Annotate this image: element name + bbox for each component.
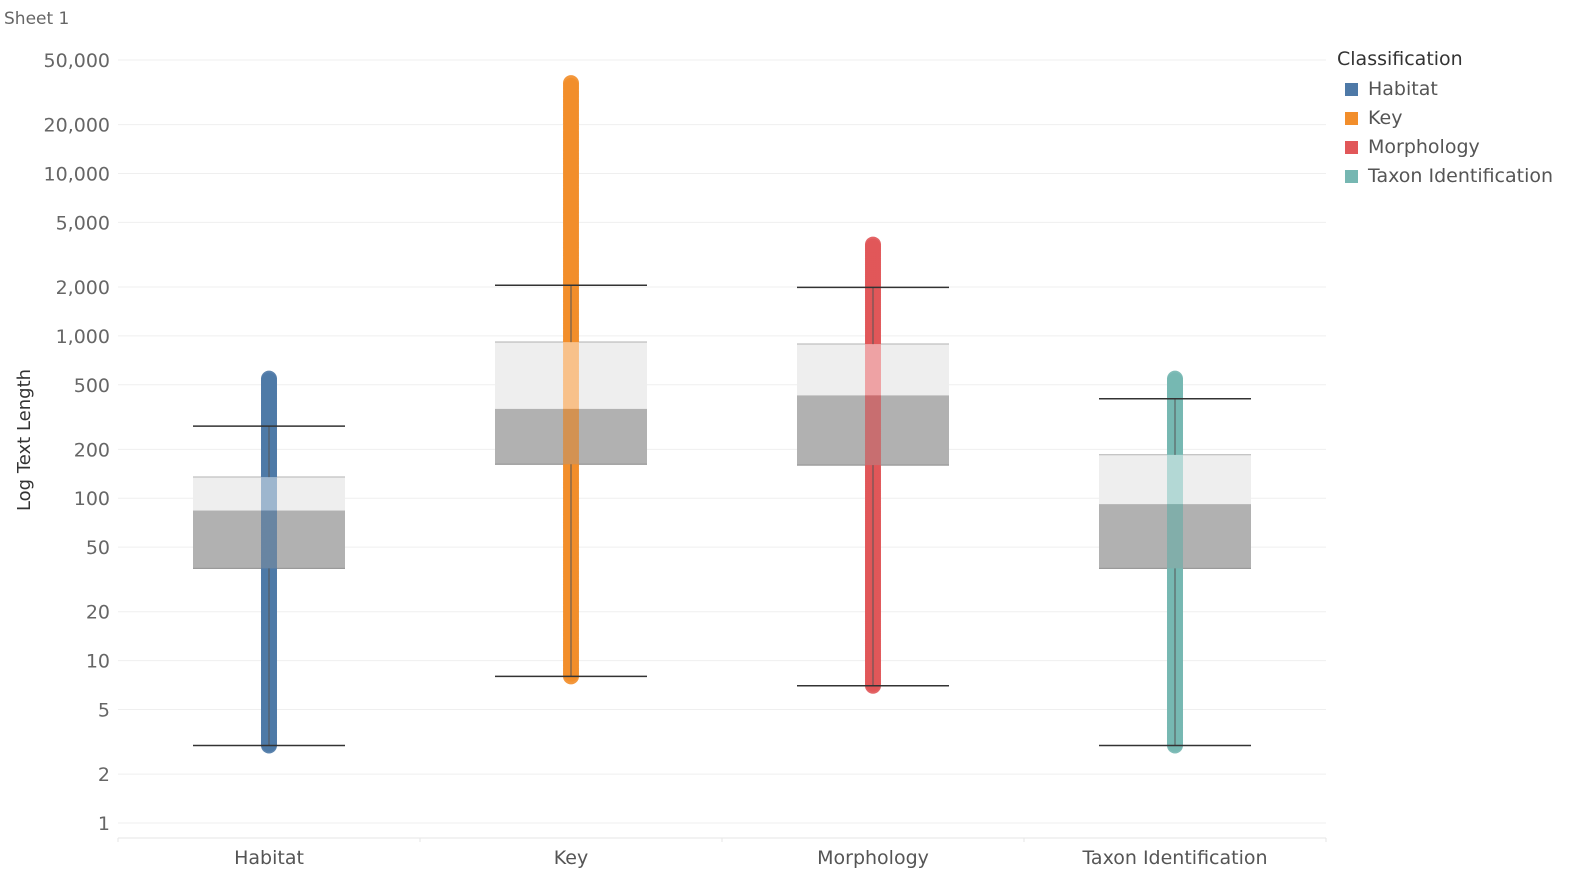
- legend-item-taxon-identification[interactable]: Taxon Identification: [1337, 162, 1553, 191]
- legend-label: Habitat: [1368, 78, 1438, 100]
- y-tick-label: 100: [74, 488, 110, 510]
- box-overlay-upper: [797, 344, 949, 396]
- data-point: [865, 236, 881, 253]
- box-overlay-lower: [495, 408, 647, 465]
- legend-item-key[interactable]: Key: [1337, 104, 1553, 133]
- legend-title: Classification: [1337, 48, 1463, 70]
- box-overlay-upper: [193, 477, 345, 511]
- y-tick-label: 10: [86, 651, 110, 673]
- x-tick-label: Key: [554, 847, 588, 869]
- legend-swatch-taxon-identification: [1345, 170, 1358, 183]
- sheet-title: Sheet 1: [4, 9, 70, 29]
- legend-label: Key: [1368, 107, 1403, 129]
- y-axis-label: Log Text Length: [14, 369, 35, 511]
- y-tick-label: 500: [74, 375, 110, 397]
- box-overlay-upper: [495, 342, 647, 409]
- box-overlay-lower: [1099, 504, 1251, 569]
- y-tick-label: 2,000: [56, 277, 110, 299]
- x-tick-label: Morphology: [817, 847, 929, 869]
- gridlines: [118, 59, 1326, 824]
- y-tick-label: 50: [86, 537, 110, 559]
- legend-label: Morphology: [1368, 136, 1480, 158]
- data-point: [261, 370, 277, 387]
- y-tick-label: 50,000: [44, 50, 110, 72]
- y-tick-label: 5: [98, 700, 110, 722]
- legend: Classification Habitat Key Morphology Ta…: [1337, 46, 1553, 191]
- y-tick-label: 2: [98, 764, 110, 786]
- legend-item-habitat[interactable]: Habitat: [1337, 75, 1553, 104]
- whiskers-layer: [193, 284, 1251, 747]
- legend-swatch-morphology: [1345, 141, 1358, 154]
- x-axis: Habitat Key Morphology Taxon Identification: [117, 837, 1327, 869]
- y-tick-label: 1: [98, 813, 110, 835]
- y-tick-label: 20,000: [44, 115, 110, 137]
- points-layer: [193, 75, 1251, 754]
- y-tick-label: 5,000: [56, 212, 110, 234]
- y-tick-label: 10,000: [44, 163, 110, 185]
- box-overlay-lower: [797, 395, 949, 466]
- y-axis: 1 2 5 10 20 50 100 200 500 1,000 2,000 5,000 10,000 2…: [44, 50, 110, 835]
- legend-label: Taxon Identification: [1368, 165, 1554, 187]
- y-tick-label: 1,000: [56, 326, 110, 348]
- x-tick-label: Taxon Identification: [1081, 847, 1267, 869]
- legend-item-morphology[interactable]: Morphology: [1337, 133, 1553, 162]
- data-point: [1167, 370, 1183, 387]
- legend-swatch-habitat: [1345, 83, 1358, 96]
- y-tick-label: 20: [86, 602, 110, 624]
- box-overlay-upper: [1099, 454, 1251, 505]
- boxes-layer: [193, 341, 1251, 569]
- y-tick-label: 200: [74, 439, 110, 461]
- data-point: [563, 75, 579, 92]
- legend-swatch-key: [1345, 112, 1358, 125]
- x-tick-label: Habitat: [234, 847, 304, 869]
- box-overlay-lower: [193, 510, 345, 569]
